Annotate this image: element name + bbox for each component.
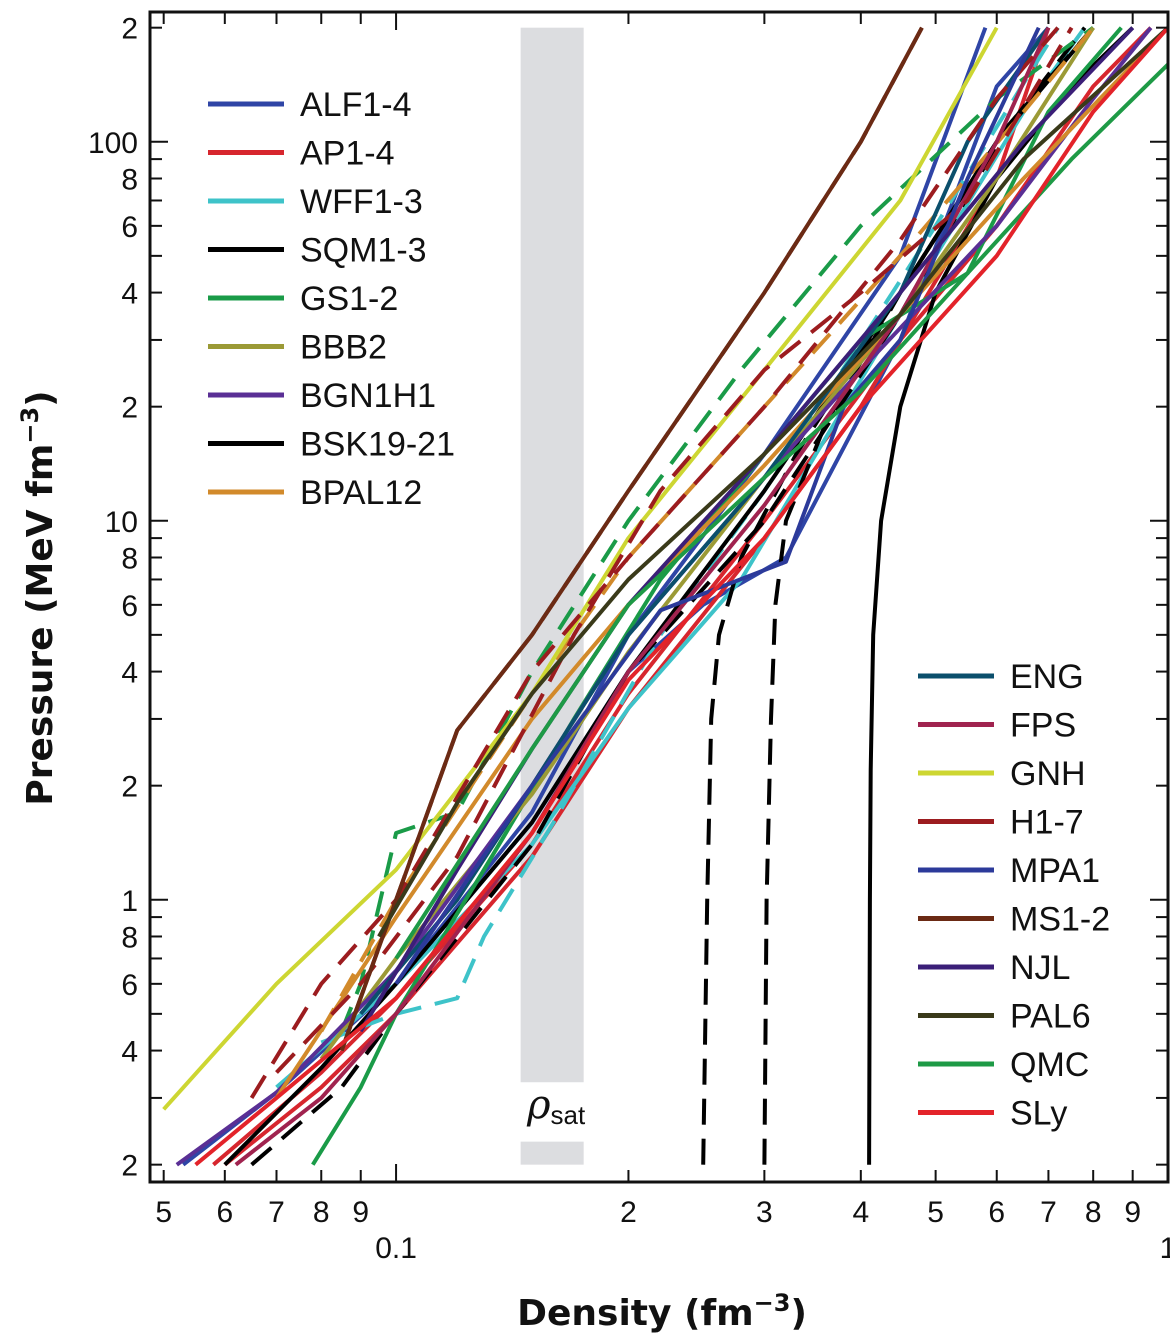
series-line-8 [701,26,1087,1165]
x-tick-label-4: 9 [352,1196,369,1229]
series-line-18 [234,26,1051,1167]
legend-right-item-label-1: FPS [1010,707,1076,745]
rho-sat-label: ρsat [526,1082,586,1130]
series-line-12 [339,26,1095,1032]
saturation-band-upper [520,27,584,1083]
legend-right-item-label-7: PAL6 [1010,998,1091,1036]
legend-right-item-label-5: MS1-2 [1010,901,1110,939]
y-tick-label-24: 8 [121,164,138,197]
y-tick-label-15: 8 [121,542,138,575]
x-tick-label-1: 6 [216,1196,233,1229]
series-line-1 [319,27,988,1053]
legend-left-item-label-8: BPAL12 [300,474,422,512]
legend-left-item-label-0: ALF1-4 [300,86,412,124]
x-axis-title: Density (fm−3) [517,1289,807,1334]
legend-right-item-label-4: MPA1 [1010,852,1100,890]
x-tick-label-8: 4 [852,1196,869,1229]
y-tick-label-17: 10 [105,506,138,539]
x-tick-label-9: 5 [927,1196,944,1229]
legend-left-item-label-5: BBB2 [300,329,387,367]
y-tick-label-26: 100 [88,127,138,160]
legend-right-item-label-6: NJL [1010,949,1070,987]
series-line-21 [275,26,1074,1074]
legend-right-item-label-2: GNH [1010,755,1086,793]
x-tick-label-11: 7 [1040,1196,1057,1229]
plot-frame [148,10,1170,1184]
series-lines [162,26,1170,1167]
legend-right: ENG FPS GNH H1-7 MPA1 MS1-2 NJL PAL6 QMC SLy [918,658,1110,1133]
x-tick-label-2: 7 [268,1196,285,1229]
x-tick-label-3: 8 [313,1196,330,1229]
series-line-17 [359,26,1051,1016]
y-tick-label-8: 1 [121,885,138,918]
x-tick-label-12: 8 [1085,1196,1102,1229]
legend-left: ALF1-4 AP1-4 WFF1-3 SQM1-3 GS1-2 BBB2 BGN1H1 BS… [208,86,455,512]
legend-left-item-label-7: BSK19-21 [300,426,455,464]
legend-right-item-label-8: QMC [1010,1046,1089,1084]
series-line-20 [249,26,1060,1099]
legend-left-item-label-2: WFF1-3 [300,183,423,221]
series-line-25 [358,26,1135,1033]
y-tick-label-2: 4 [121,1036,138,1069]
y-tick-label-9: 2 [121,771,138,804]
series-line-28 [194,26,1170,1167]
y-tick-label-20: 4 [121,278,138,311]
legend-left-item-label-6: BGN1H1 [300,377,436,415]
y-tick-label-13: 6 [121,590,138,623]
x-tick-label-7: 3 [756,1196,773,1229]
y-tick-label-0: 2 [121,1150,138,1183]
legend-left-item-label-4: GS1-2 [300,280,398,318]
series-line-10 [867,26,1135,1165]
x-tick-label-10: 6 [988,1196,1005,1229]
saturation-band-lower [520,1141,584,1165]
y-tick-label-6: 8 [121,921,138,954]
series-line-11 [311,26,1123,1166]
y-tick-label-22: 6 [121,211,138,244]
y-axis-title: Pressure (MeV fm−3) [16,390,61,805]
x-tick-label-6: 2 [620,1196,637,1229]
legend-right-item-label-3: H1-7 [1010,804,1084,842]
saturation-density-band [520,27,584,1165]
series-line-22 [394,26,1041,985]
x-tick-label-13: 9 [1124,1196,1141,1229]
x-tick-label-0: 5 [155,1196,172,1229]
y-tick-label-4: 6 [121,969,138,1002]
series-line-5 [320,26,1060,1045]
legend-right-item-label-9: SLy [1010,1095,1067,1133]
x-tick-label-14: 1 [1160,1232,1170,1265]
series-line-15 [274,26,1170,1100]
series-line-27 [394,62,1170,960]
series-line-24 [339,26,924,1052]
legend-left-item-label-3: SQM1-3 [300,232,427,270]
series-line-26 [377,26,1170,938]
series-line-16 [319,26,1095,1033]
x-tick-label-5: 0.1 [375,1232,417,1265]
series-line-9 [762,26,1095,1165]
legend-right-item-label-0: ENG [1010,658,1084,696]
y-tick-label-18: 2 [121,392,138,425]
y-tick-label-27: 2 [121,13,138,46]
legend-left-item-label-1: AP1-4 [300,135,395,173]
y-tick-label-11: 4 [121,657,138,690]
